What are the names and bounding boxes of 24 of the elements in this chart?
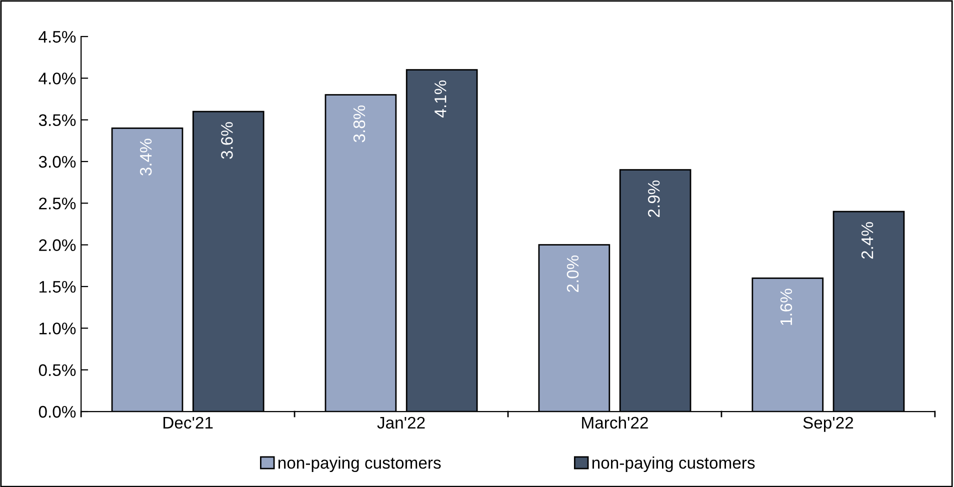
x-tick-label: Jan'22 [377, 416, 425, 429]
data-label: 4.1% [434, 80, 446, 118]
x-tick-label: Dec'21 [164, 416, 213, 429]
y-tick-label: 3.0% [38, 156, 76, 168]
y-tick-label: 3.5% [38, 114, 76, 126]
y-tick-label: 4.0% [38, 72, 76, 84]
data-label: 3.8% [353, 105, 366, 142]
data-label: 3.6% [221, 122, 233, 159]
y-tick-label: 0.5% [38, 364, 76, 376]
y-tick-label: 1.0% [40, 322, 76, 334]
legend-label: non-paying customers [592, 456, 755, 472]
data-label: 2.9% [648, 180, 660, 218]
data-label: 2.4% [861, 222, 874, 259]
data-label: 2.0% [566, 255, 579, 292]
x-tick-label: March'22 [582, 416, 648, 429]
legend-label: non-paying customers [278, 456, 441, 472]
y-tick-label: 2.5% [39, 198, 76, 210]
data-label: 1.6% [780, 288, 792, 325]
data-label: 3.4% [140, 138, 152, 176]
y-tick-label: 1.5% [40, 280, 76, 293]
y-tick-label: 2.0% [39, 239, 76, 252]
y-tick-label: 4.5% [38, 31, 76, 43]
y-tick-label: 0.0% [38, 406, 76, 418]
x-tick-label: Sep'22 [803, 416, 854, 432]
